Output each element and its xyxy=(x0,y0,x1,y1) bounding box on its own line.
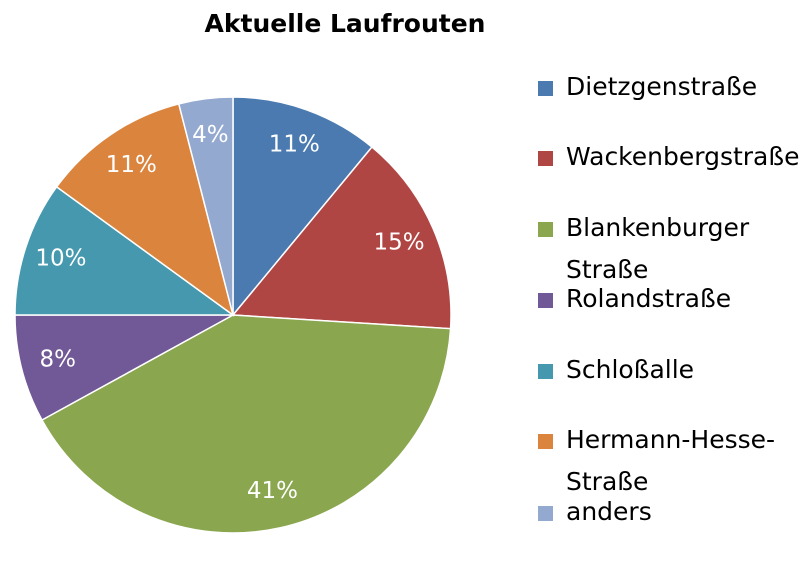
value-label: 10% xyxy=(35,246,86,272)
legend-swatch xyxy=(538,364,553,379)
value-label: 4% xyxy=(192,122,229,148)
legend-swatch xyxy=(538,151,553,166)
legend-swatch xyxy=(538,506,553,521)
legend-item: Rolandstraße xyxy=(538,278,798,320)
legend-label: Schloßalle xyxy=(566,355,695,384)
pie-slice xyxy=(40,314,452,534)
value-label: 41% xyxy=(247,478,298,504)
legend-item: Hermann-Hesse-Straße xyxy=(538,419,798,503)
legend-item: Schloßalle xyxy=(538,349,798,391)
legend-label: Blankenburger Straße xyxy=(566,213,750,284)
value-label: 15% xyxy=(373,230,424,256)
legend-label: Dietzgenstraße xyxy=(566,72,758,101)
value-label: 8% xyxy=(39,346,76,372)
legend-swatch xyxy=(538,222,553,237)
legend-label: Wackenbergstraße xyxy=(566,142,800,171)
legend-item: Wackenbergstraße xyxy=(538,136,800,178)
legend-label: Rolandstraße xyxy=(566,284,732,313)
legend-item: Dietzgenstraße xyxy=(538,66,798,108)
legend-item: Blankenburger Straße xyxy=(538,207,798,291)
legend-item: anders xyxy=(538,491,798,533)
pie-slice xyxy=(177,96,234,316)
legend-swatch xyxy=(538,434,553,449)
value-label: 11% xyxy=(269,131,320,157)
chart-title: Aktuelle Laufrouten xyxy=(205,9,486,38)
pie-slice xyxy=(14,314,234,422)
pie-slice xyxy=(14,185,236,316)
value-label: 11% xyxy=(106,152,157,178)
legend-label: Hermann-Hesse-Straße xyxy=(566,425,776,496)
pie-slice xyxy=(231,145,452,330)
pie-slice xyxy=(232,96,374,318)
legend-label: anders xyxy=(566,497,652,526)
legend-swatch xyxy=(538,293,553,308)
pie-slice xyxy=(55,102,235,317)
legend-swatch xyxy=(538,81,553,96)
